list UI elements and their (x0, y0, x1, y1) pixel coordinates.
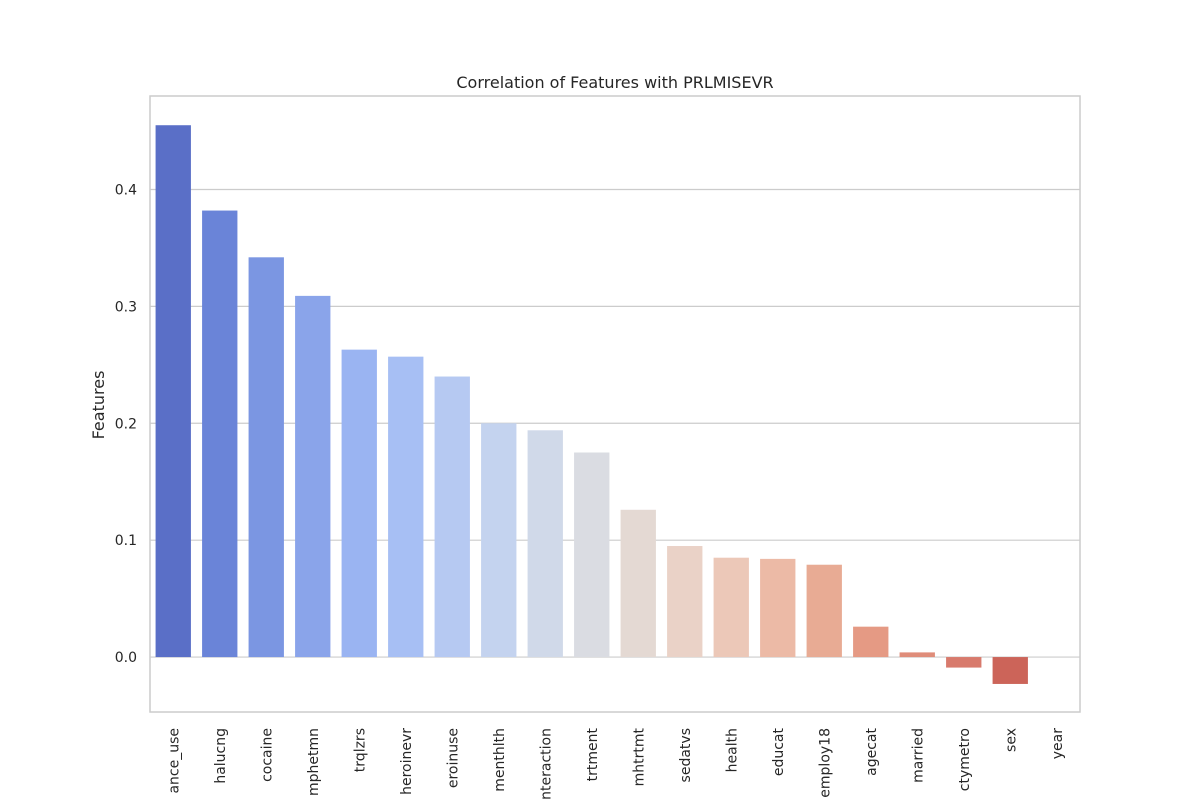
chart-title: Correlation of Features with PRLMISEVR (456, 73, 773, 92)
bar-halucng (202, 210, 238, 658)
x-tick-label: employ18 (817, 728, 833, 798)
bar-health (713, 557, 749, 658)
x-tick-label: sedatvs (678, 728, 694, 782)
y-tick-label: 0.4 (115, 183, 137, 199)
y-tick-label: 0.3 (115, 299, 137, 315)
x-tick-label: sex (1003, 728, 1019, 752)
y-tick-label: 0.0 (115, 650, 137, 666)
x-tick-label: ctymetro (957, 728, 973, 791)
bar-sex (992, 657, 1028, 684)
x-tick-label: nteraction (538, 728, 554, 800)
bar-cocaine (248, 257, 284, 658)
x-tick-label: mhtrtmt (631, 727, 647, 786)
y-tick-label: 0.2 (115, 416, 137, 432)
x-tick-label: halucng (213, 728, 229, 784)
x-tick-label: health (724, 728, 740, 772)
bars (155, 125, 1028, 684)
bar-heroinevr (388, 356, 424, 658)
bar-married (899, 652, 935, 658)
x-tick-label: ance_use (166, 728, 182, 794)
x-tick-label: mphetmn (306, 728, 322, 796)
x-tick-label: married (910, 728, 926, 783)
x-tick-label: cocaine (259, 728, 275, 782)
x-tick-label: year (1050, 728, 1066, 759)
bar-interaction (527, 430, 563, 658)
bar-amphetmn (295, 295, 331, 658)
x-tick-labels: ance_use halucng cocaine mphetmn trqlzrs hero… (166, 727, 1066, 799)
x-tick-label: educat (771, 727, 787, 776)
x-tick-label: agecat (864, 728, 880, 776)
x-tick-label: menthlth (492, 728, 508, 792)
y-tick-labels: 0.0 0.1 0.2 0.3 0.4 (115, 183, 137, 667)
x-tick-label: trqlzrs (352, 728, 368, 772)
y-axis-label: Features (89, 371, 108, 440)
x-tick-label: heroinevr (399, 728, 415, 795)
bar-sedatvs (667, 546, 703, 658)
bar-mhtrtmt (620, 509, 656, 658)
y-tick-label: 0.1 (115, 533, 137, 549)
bar-employ18 (806, 564, 842, 658)
bar-agecat (853, 626, 889, 658)
plot-frame (149, 95, 1081, 713)
bar-menthlth (481, 423, 517, 658)
bar-trtment (574, 452, 610, 658)
bar-substance_use (155, 125, 191, 658)
bar-trqlzrs (341, 349, 377, 658)
bar-educat (760, 558, 796, 658)
bar-ctymetro (946, 657, 982, 668)
x-tick-label: eroinuse (445, 728, 461, 788)
bar-heroinuse (434, 376, 470, 658)
x-tick-label: trtment (585, 728, 601, 782)
